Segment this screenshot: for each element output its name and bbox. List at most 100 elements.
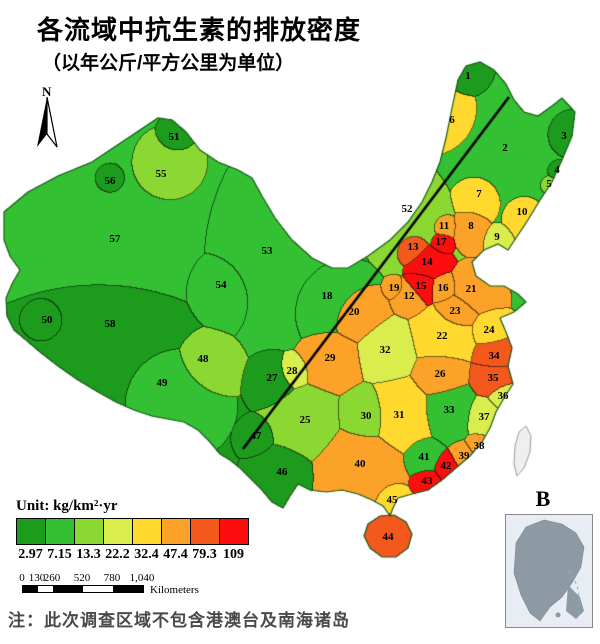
region-label: 5: [546, 178, 552, 190]
region-label: 31: [393, 409, 405, 421]
survey-note: 注：此次调查区域不包含港澳台及南海诸岛: [8, 611, 350, 630]
region-label: 51: [168, 131, 180, 143]
legend-class: 2.97: [16, 518, 46, 563]
scale-bar-unit: Kilometers: [150, 584, 199, 596]
map-title: 各流域中抗生素的排放密度: [37, 15, 362, 45]
region-label: 16: [437, 282, 449, 294]
legend-swatch: [103, 518, 133, 545]
region-label: 44: [382, 531, 394, 543]
legend-value: 79.3: [192, 547, 217, 562]
region-label: 46: [276, 466, 288, 478]
region-label: 15: [415, 280, 427, 292]
legend-swatches: 2.97 7.15 13.3 22.2 32.4 47.4 79.3 109: [16, 518, 249, 563]
region-label: 57: [109, 233, 121, 245]
scale-bar-tick: 130: [28, 572, 46, 584]
region-label: 36: [497, 390, 509, 402]
legend-class: 13.3: [74, 518, 104, 563]
region-label: 52: [401, 203, 413, 215]
region-label: 10: [516, 206, 528, 218]
region-label: 58: [104, 318, 116, 330]
region-label: 55: [155, 168, 167, 180]
region-label: 43: [421, 475, 433, 487]
region-label: 22: [436, 330, 448, 342]
region-label: 26: [434, 368, 446, 380]
region-label: 42: [440, 460, 452, 472]
legend-value: 47.4: [163, 547, 188, 562]
legend-class: 109: [219, 518, 249, 563]
region-label: 25: [299, 414, 311, 426]
legend-swatch: [190, 518, 220, 545]
legend-value: 109: [223, 547, 244, 562]
legend-value: 7.15: [47, 547, 72, 562]
legend-swatch: [219, 518, 249, 545]
region-label: 33: [443, 404, 455, 416]
scale-bar-tick: 1,040: [129, 572, 155, 584]
legend-title: Unit: kg/km²·yr: [16, 498, 118, 514]
legend-class: 22.2: [103, 518, 133, 563]
region-label: 27: [266, 372, 278, 384]
region-label: 11: [438, 220, 450, 232]
region-label: 1: [465, 70, 471, 82]
inset-landmass: [513, 519, 585, 622]
legend-class: 32.4: [132, 518, 162, 563]
region-label: 7: [476, 188, 482, 200]
legend-class: 7.15: [45, 518, 75, 563]
scale-bar-segment: [113, 586, 143, 592]
legend-value: 13.3: [76, 547, 101, 562]
region-label: 17: [435, 236, 447, 248]
legend-value: 2.97: [18, 547, 43, 562]
legend-value: 22.2: [105, 547, 130, 562]
region-label: 45: [386, 494, 398, 506]
region-label: 37: [478, 411, 490, 423]
scale-bar-segment: [53, 586, 83, 592]
legend-swatch: [16, 518, 46, 545]
map-subtitle: （以年公斤/平方公里为单位）: [42, 53, 295, 74]
region-label: 35: [487, 372, 499, 384]
region-label: 2: [502, 142, 508, 154]
region-label: 24: [483, 324, 495, 336]
scale-bar-segment: [23, 586, 38, 592]
scale-bar-ticks: 0 130 260 520 780 1,040: [19, 572, 222, 584]
region-label: 49: [156, 377, 168, 389]
region-label: 32: [379, 344, 391, 356]
region-label: 12: [403, 290, 415, 302]
region-label: 38: [473, 440, 485, 452]
region-label: 54: [215, 279, 227, 291]
region-label: 14: [421, 256, 433, 268]
scale-bar-bar: [22, 585, 144, 593]
region-label: 28: [286, 365, 298, 377]
region-label: 56: [104, 175, 116, 187]
region-label: 3: [561, 130, 567, 142]
region-label: 53: [261, 245, 273, 257]
legend-class: 79.3: [190, 518, 220, 563]
legend-swatch: [74, 518, 104, 545]
region-label: 6: [449, 114, 455, 126]
legend-swatch: [161, 518, 191, 545]
scale-bar-tick: 0: [19, 572, 25, 584]
inset-label: B: [535, 486, 551, 511]
region-label: 34: [488, 350, 500, 362]
region-label: 21: [465, 283, 477, 295]
region-label: 47: [250, 430, 262, 442]
north-arrow-icon: [37, 97, 58, 148]
legend: Unit: kg/km²·yr 2.97 7.15 13.3 22.2 32.4 47.4…: [16, 498, 249, 563]
scale-bar-tick: 520: [73, 572, 91, 584]
region-label: 18: [321, 290, 333, 302]
region-label: 29: [324, 352, 336, 364]
south-china-sea-inset: [505, 514, 593, 628]
region-label: 40: [354, 458, 366, 470]
scale-bar-tick: 780: [103, 572, 121, 584]
scale-bar: 0 130 260 520 780 1,040 Kilometers: [19, 572, 222, 598]
region-label: 19: [388, 282, 400, 294]
region-label: 50: [41, 314, 53, 326]
region-label: 9: [494, 231, 500, 243]
scale-bar-tick: 260: [43, 572, 61, 584]
region-label: 13: [407, 241, 419, 253]
region-label: 30: [360, 410, 372, 422]
north-arrow: N: [30, 84, 66, 150]
legend-class: 47.4: [161, 518, 191, 563]
region-label: 41: [418, 451, 430, 463]
region-label: 8: [468, 220, 474, 232]
north-label: N: [42, 84, 52, 99]
